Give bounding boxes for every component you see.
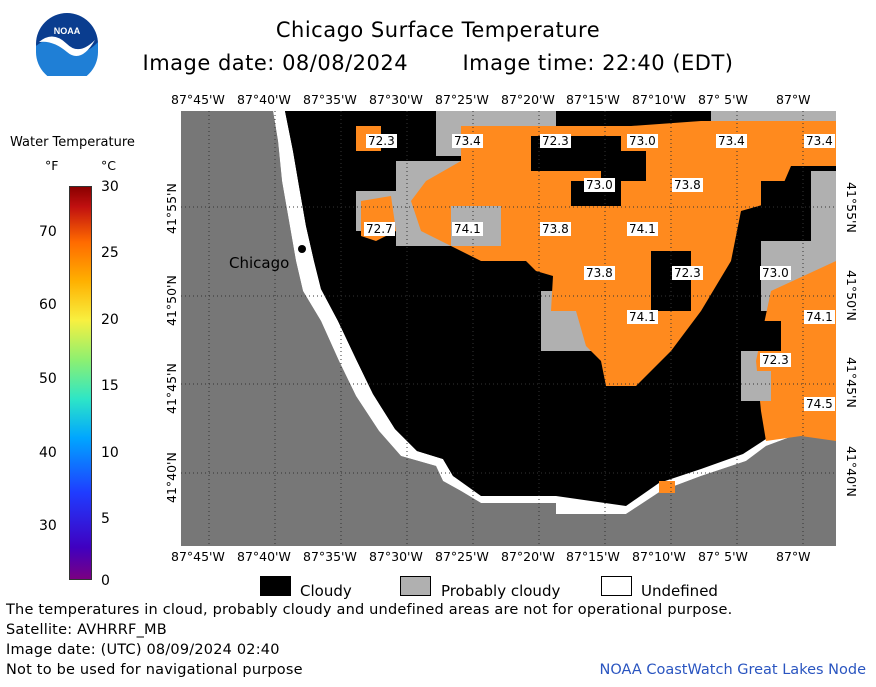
temperature-label: 73.8: [584, 266, 615, 280]
lon-label-bottom: 87°W: [776, 549, 811, 564]
temperature-map: [181, 111, 836, 546]
lon-label-bottom: 87°20'W: [501, 549, 555, 564]
legend-label-cloudy: Cloudy: [300, 582, 352, 600]
lon-label-bottom: 87°25'W: [435, 549, 489, 564]
svg-text:NOAA: NOAA: [54, 26, 81, 36]
lon-label-bottom: 87°30'W: [369, 549, 423, 564]
lat-label-left: 41°40'N: [164, 452, 179, 503]
lon-label-top: 87°40'W: [237, 92, 291, 107]
temperature-label: 72.3: [540, 134, 571, 148]
lon-label-top: 87°20'W: [501, 92, 555, 107]
city-label-chicago: Chicago: [229, 254, 290, 272]
f-tick-70: 70: [39, 224, 57, 240]
legend-swatch-probably-cloudy: [400, 576, 431, 596]
image-time: Image time: 22:40 (EDT): [462, 51, 734, 75]
image-date-time: Image date: 08/08/2024 Image time: 22:40…: [0, 51, 876, 75]
legend-swatch-undefined: [601, 576, 632, 596]
lon-label-bottom: 87° 5'W: [698, 549, 748, 564]
temperature-colorbar: [69, 186, 92, 580]
temperature-label: 74.1: [804, 310, 835, 324]
temperature-label: 73.8: [672, 178, 703, 192]
legend-swatch-cloudy: [260, 576, 291, 596]
temperature-label: 74.1: [452, 222, 483, 236]
lat-label-left: 41°50'N: [164, 275, 179, 326]
temperature-label: 72.3: [672, 266, 703, 280]
lat-label-left: 41°55'N: [164, 183, 179, 234]
temperature-label: 73.8: [540, 222, 571, 236]
temperature-label: 73.0: [584, 178, 615, 192]
lon-label-top: 87°30'W: [369, 92, 423, 107]
c-tick-30: 30: [101, 179, 119, 195]
unit-fahrenheit: °F: [45, 158, 59, 173]
f-tick-50: 50: [39, 371, 57, 387]
temperature-label: 73.0: [627, 134, 658, 148]
temperature-label: 74.5: [804, 397, 835, 411]
lat-label-right: 41°50'N: [844, 270, 859, 321]
legend-label-undefined: Undefined: [641, 582, 718, 600]
f-tick-60: 60: [39, 297, 57, 313]
c-tick-5: 5: [101, 511, 110, 527]
lat-label-right: 41°55'N: [844, 182, 859, 233]
temperature-label: 74.1: [627, 222, 658, 236]
lat-label-right: 41°45'N: [844, 357, 859, 408]
lon-label-top: 87°W: [776, 92, 811, 107]
image-date: Image date: 08/08/2024: [142, 51, 409, 75]
c-tick-25: 25: [101, 245, 119, 261]
f-tick-40: 40: [39, 445, 57, 461]
c-tick-0: 0: [101, 573, 110, 589]
temperature-label: 73.4: [452, 134, 483, 148]
c-tick-20: 20: [101, 312, 119, 328]
footer-utc-date: Image date: (UTC) 08/09/2024 02:40: [6, 642, 280, 658]
lon-label-bottom: 87°15'W: [566, 549, 620, 564]
c-tick-15: 15: [101, 378, 119, 394]
lon-label-top: 87°25'W: [435, 92, 489, 107]
lat-label-right: 41°40'N: [844, 446, 859, 497]
lon-label-top: 87°15'W: [566, 92, 620, 107]
lon-label-top: 87°35'W: [303, 92, 357, 107]
temperature-label: 72.3: [366, 134, 397, 148]
lon-label-bottom: 87°40'W: [237, 549, 291, 564]
temperature-label: 73.4: [716, 134, 747, 148]
lon-label-bottom: 87°10'W: [632, 549, 686, 564]
lon-label-top: 87°45'W: [171, 92, 225, 107]
footer-satellite: Satellite: AVHRRF_MB: [6, 622, 167, 638]
lon-label-bottom: 87°35'W: [303, 549, 357, 564]
lon-label-top: 87° 5'W: [698, 92, 748, 107]
temperature-label: 73.4: [804, 134, 835, 148]
temperature-label: 74.1: [627, 310, 658, 324]
chicago-marker: [298, 245, 306, 253]
footer-nav-warning: Not to be used for navigational purpose: [6, 662, 303, 678]
land-area: [181, 111, 836, 546]
lon-label-bottom: 87°45'W: [171, 549, 225, 564]
c-tick-10: 10: [101, 445, 119, 461]
footer-credit: NOAA CoastWatch Great Lakes Node: [599, 662, 866, 678]
noaa-logo: NOAA: [36, 13, 98, 76]
temperature-label: 72.3: [760, 353, 791, 367]
page-title: Chicago Surface Temperature: [275, 18, 601, 42]
legend-label-probably-cloudy: Probably cloudy: [441, 582, 561, 600]
temperature-label: 73.0: [760, 266, 791, 280]
unit-celsius: °C: [101, 158, 116, 173]
legend-title: Water Temperature: [10, 135, 135, 150]
footer-note: The temperatures in cloud, probably clou…: [6, 602, 733, 618]
lat-label-left: 41°45'N: [164, 363, 179, 414]
lon-label-top: 87°10'W: [632, 92, 686, 107]
f-tick-30: 30: [39, 518, 57, 534]
temperature-label: 72.7: [364, 222, 395, 236]
